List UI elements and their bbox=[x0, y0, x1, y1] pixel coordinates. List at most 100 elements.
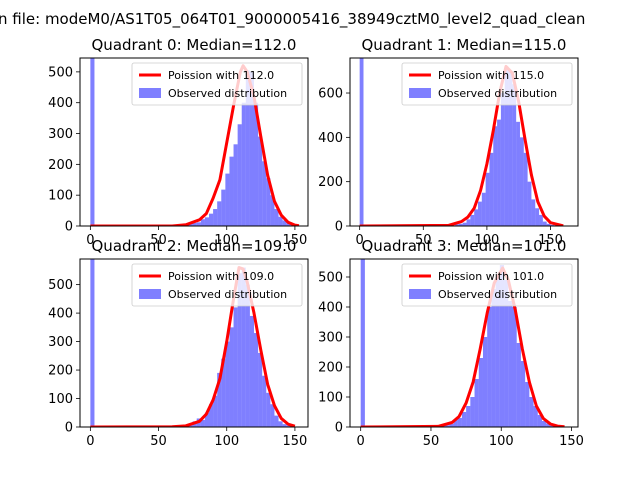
histogram-bar bbox=[504, 66, 509, 226]
subplot-title: Quadrant 1: Median=115.0 bbox=[362, 36, 567, 54]
histogram-bar bbox=[487, 307, 492, 427]
x-tick-label: 0 bbox=[356, 233, 364, 248]
y-tick-label: 400 bbox=[318, 131, 343, 146]
histogram-bar bbox=[458, 223, 463, 226]
y-tick-label: 400 bbox=[318, 301, 343, 316]
legend-label: Observed distribution bbox=[438, 288, 557, 301]
histogram-bar bbox=[482, 337, 488, 427]
histogram-bar bbox=[445, 425, 450, 427]
histogram-bar bbox=[546, 223, 551, 226]
histogram-bar bbox=[200, 219, 205, 226]
legend-bar-swatch bbox=[409, 88, 431, 98]
histogram-bar bbox=[286, 223, 291, 226]
histogram-bar bbox=[499, 265, 505, 427]
histogram-bar bbox=[493, 126, 498, 226]
histogram-bar bbox=[90, 58, 95, 226]
axes-frame bbox=[79, 258, 309, 428]
histogram-bar bbox=[512, 307, 517, 427]
x-tick-label: 100 bbox=[214, 233, 239, 248]
histogram-bar bbox=[245, 284, 250, 427]
histogram-bar bbox=[233, 144, 238, 226]
histogram-bars bbox=[360, 259, 564, 427]
axes-frame bbox=[79, 57, 309, 227]
histogram-bar bbox=[209, 213, 214, 226]
histogram-bar bbox=[500, 93, 505, 226]
legend-bar-swatch bbox=[139, 289, 161, 299]
histogram-bar bbox=[282, 220, 287, 226]
histogram-bar bbox=[462, 222, 467, 226]
y-tick-label: 100 bbox=[318, 391, 343, 406]
histogram-bar bbox=[233, 307, 238, 427]
histogram-bar bbox=[527, 181, 532, 226]
y-tick-label: 0 bbox=[65, 421, 73, 436]
histogram-bar bbox=[491, 289, 496, 427]
histogram-bars bbox=[90, 58, 299, 226]
histogram-bar bbox=[237, 273, 242, 427]
legend: Poission with 112.0 Observed distribution bbox=[131, 62, 303, 106]
histogram-bar bbox=[497, 119, 501, 226]
histogram-bar bbox=[225, 173, 230, 226]
histogram-bar bbox=[474, 209, 478, 226]
histogram-bar bbox=[241, 102, 246, 226]
histogram-bar bbox=[523, 152, 528, 226]
histogram-bar bbox=[213, 395, 218, 427]
legend-label: Poission with 109.0 bbox=[168, 270, 274, 283]
axes-frame bbox=[349, 57, 579, 227]
histogram-bar bbox=[359, 58, 364, 226]
legend: Poission with 109.0 Observed distribution bbox=[131, 263, 303, 307]
figure-suptitle: n file: modeM0/AS1T05_064T01_9000005416_… bbox=[0, 10, 585, 29]
subplot-title: Quadrant 2: Median=109.0 bbox=[92, 237, 297, 255]
histogram-bars bbox=[90, 259, 295, 427]
legend-bar-swatch bbox=[139, 88, 161, 98]
histogram-bar bbox=[466, 219, 471, 226]
histogram-bar bbox=[546, 423, 551, 427]
legend-label: Poission with 115.0 bbox=[438, 69, 544, 82]
histogram-bar bbox=[209, 404, 214, 427]
histogram-bar bbox=[221, 189, 226, 226]
histogram-bar bbox=[474, 379, 479, 427]
histogram-bar bbox=[478, 358, 483, 427]
x-tick-label: 150 bbox=[559, 434, 584, 449]
histogram-bar bbox=[217, 201, 222, 226]
legend-box bbox=[131, 263, 303, 307]
plot-area bbox=[90, 259, 296, 427]
histogram-bar bbox=[520, 361, 526, 427]
legend-box bbox=[131, 62, 303, 106]
axes-frame bbox=[349, 258, 579, 428]
legend-label: Poission with 101.0 bbox=[438, 270, 544, 283]
histogram-bar bbox=[229, 327, 234, 427]
legend-bar-swatch bbox=[409, 289, 431, 299]
y-tick-label: 500 bbox=[48, 278, 73, 293]
histogram-bar bbox=[274, 209, 279, 226]
y-tick-label: 300 bbox=[318, 331, 343, 346]
legend-box bbox=[401, 263, 573, 307]
histogram-bar bbox=[266, 392, 271, 427]
histogram-bar bbox=[508, 70, 513, 226]
x-tick-label: 100 bbox=[489, 434, 514, 449]
x-tick-label: 100 bbox=[474, 233, 499, 248]
y-tick-label: 300 bbox=[48, 335, 73, 350]
histogram-bar bbox=[192, 222, 197, 226]
histogram-bar bbox=[258, 136, 263, 226]
y-tick-label: 200 bbox=[318, 175, 343, 190]
x-tick-label: 150 bbox=[282, 434, 307, 449]
histogram-bar bbox=[539, 214, 543, 226]
histogram-bar bbox=[188, 223, 193, 226]
histogram-bar bbox=[225, 341, 230, 427]
histogram-bar bbox=[477, 201, 482, 226]
histogram-bars bbox=[359, 58, 559, 226]
histogram-bar bbox=[466, 406, 471, 427]
histogram-bar bbox=[286, 425, 291, 427]
histogram-bar bbox=[550, 224, 555, 226]
histogram-bar bbox=[229, 156, 234, 226]
histogram-bar bbox=[489, 152, 494, 226]
y-tick-label: 200 bbox=[48, 364, 73, 379]
y-tick-label: 600 bbox=[318, 87, 343, 102]
histogram-bar bbox=[254, 102, 259, 226]
histogram-bar bbox=[237, 124, 242, 226]
x-tick-label: 0 bbox=[86, 233, 94, 248]
histogram-bar bbox=[221, 358, 226, 427]
histogram-bar bbox=[262, 161, 267, 226]
